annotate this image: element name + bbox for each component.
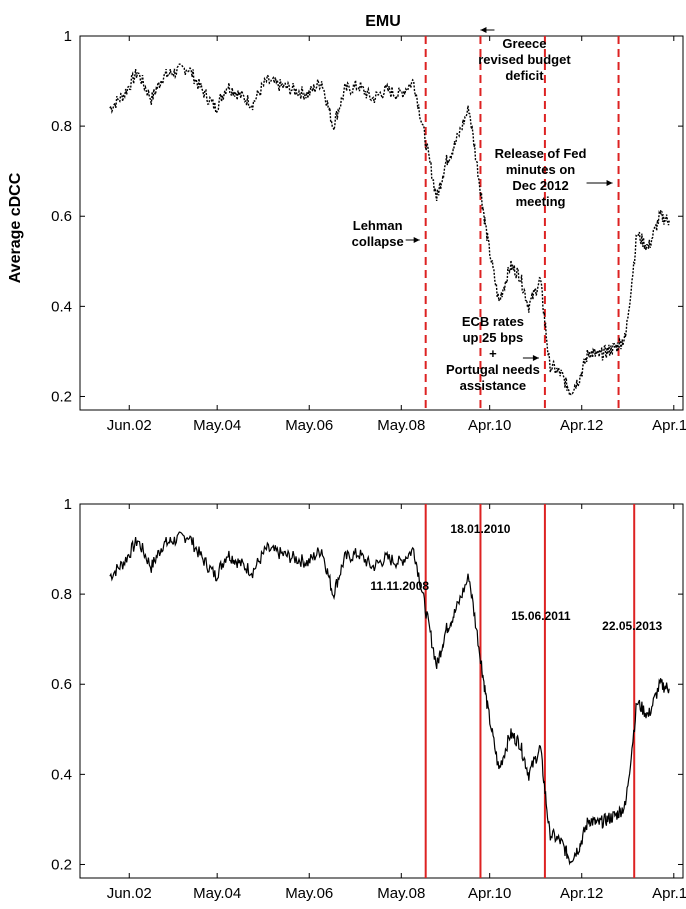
arrow-head — [413, 237, 420, 243]
annotation-line: Dec 2012 — [512, 178, 568, 193]
event-date-label: 15.06.2011 — [511, 609, 571, 623]
annotation-line: deficit — [505, 68, 544, 83]
y-tick-label: 1 — [64, 496, 72, 513]
plot-frame — [79, 503, 684, 879]
y-tick-label: 0.4 — [51, 766, 72, 783]
top-chart-emu: EMU Average cDCC Jun.02 May.04 May.06 May.0… — [7, 13, 686, 434]
event-date-label: 11.11.2008 — [370, 579, 429, 593]
x-tick-label: Apr.14 — [652, 885, 686, 902]
x-tick-label: May.08 — [377, 417, 425, 434]
x-tick-label: May.06 — [285, 885, 333, 902]
annotation-line: assistance — [460, 378, 527, 393]
annotation-line: ECB rates — [462, 314, 524, 329]
y-tick-label: 1 — [64, 28, 72, 45]
x-tick-label: Apr.10 — [468, 417, 511, 434]
arrow-head — [532, 355, 539, 361]
cdcc-series-line — [109, 531, 670, 866]
y-tick-label: 0.2 — [51, 388, 72, 405]
annotation-line: Release of Fed — [495, 146, 587, 161]
annotation-line: Lehman — [353, 218, 403, 233]
y-axis-label: Average cDCC — [7, 172, 24, 283]
arrow-head — [480, 27, 487, 33]
annotation-line: minutes on — [506, 162, 575, 177]
x-tick-label: Apr.12 — [560, 885, 603, 902]
arrow-head — [606, 180, 613, 186]
x-tick-label: Jun.02 — [107, 417, 152, 434]
x-tick-label: May.04 — [193, 885, 241, 902]
y-tick-label: 0.4 — [51, 298, 72, 315]
x-tick-label: Apr.12 — [560, 417, 603, 434]
event-annotation: Greece revised budget deficit — [478, 36, 571, 83]
x-tick-label: Jun.02 — [107, 885, 152, 902]
plot-frame — [79, 35, 684, 411]
event-annotation: Release of Fed minutes on Dec 2012 meeting — [495, 146, 587, 209]
annotation-line: meeting — [516, 194, 566, 209]
annotation-line: Greece — [502, 36, 546, 51]
event-annotation: ECB rates up 25 bps + Portugal needs assista… — [446, 314, 540, 393]
y-tick-label: 0.8 — [51, 586, 72, 603]
bottom-chart: Jun.02 May.04 May.06 May.08 Apr.10 Apr.12 Apr.… — [51, 496, 686, 902]
annotation-line: + — [489, 346, 497, 361]
chart-title: EMU — [365, 13, 401, 30]
event-date-label: 18.01.2010 — [450, 522, 510, 536]
x-tick-label: Apr.10 — [468, 885, 511, 902]
annotation-line: revised budget — [478, 52, 571, 67]
annotation-line: up 25 bps — [463, 330, 524, 345]
y-tick-label: 0.6 — [51, 676, 72, 693]
y-tick-label: 0.6 — [51, 208, 72, 225]
x-tick-label: May.06 — [285, 417, 333, 434]
x-tick-label: May.04 — [193, 417, 241, 434]
cdcc-series-line — [109, 63, 670, 399]
annotation-line: collapse — [352, 234, 404, 249]
x-tick-label: May.08 — [377, 885, 425, 902]
y-tick-label: 0.2 — [51, 856, 72, 873]
x-tick-label: Apr.14 — [652, 417, 686, 434]
event-date-label: 22.05.2013 — [602, 619, 662, 633]
annotation-line: Portugal needs — [446, 362, 540, 377]
event-annotation: Lehman collapse — [352, 218, 404, 249]
y-tick-label: 0.8 — [51, 118, 72, 135]
